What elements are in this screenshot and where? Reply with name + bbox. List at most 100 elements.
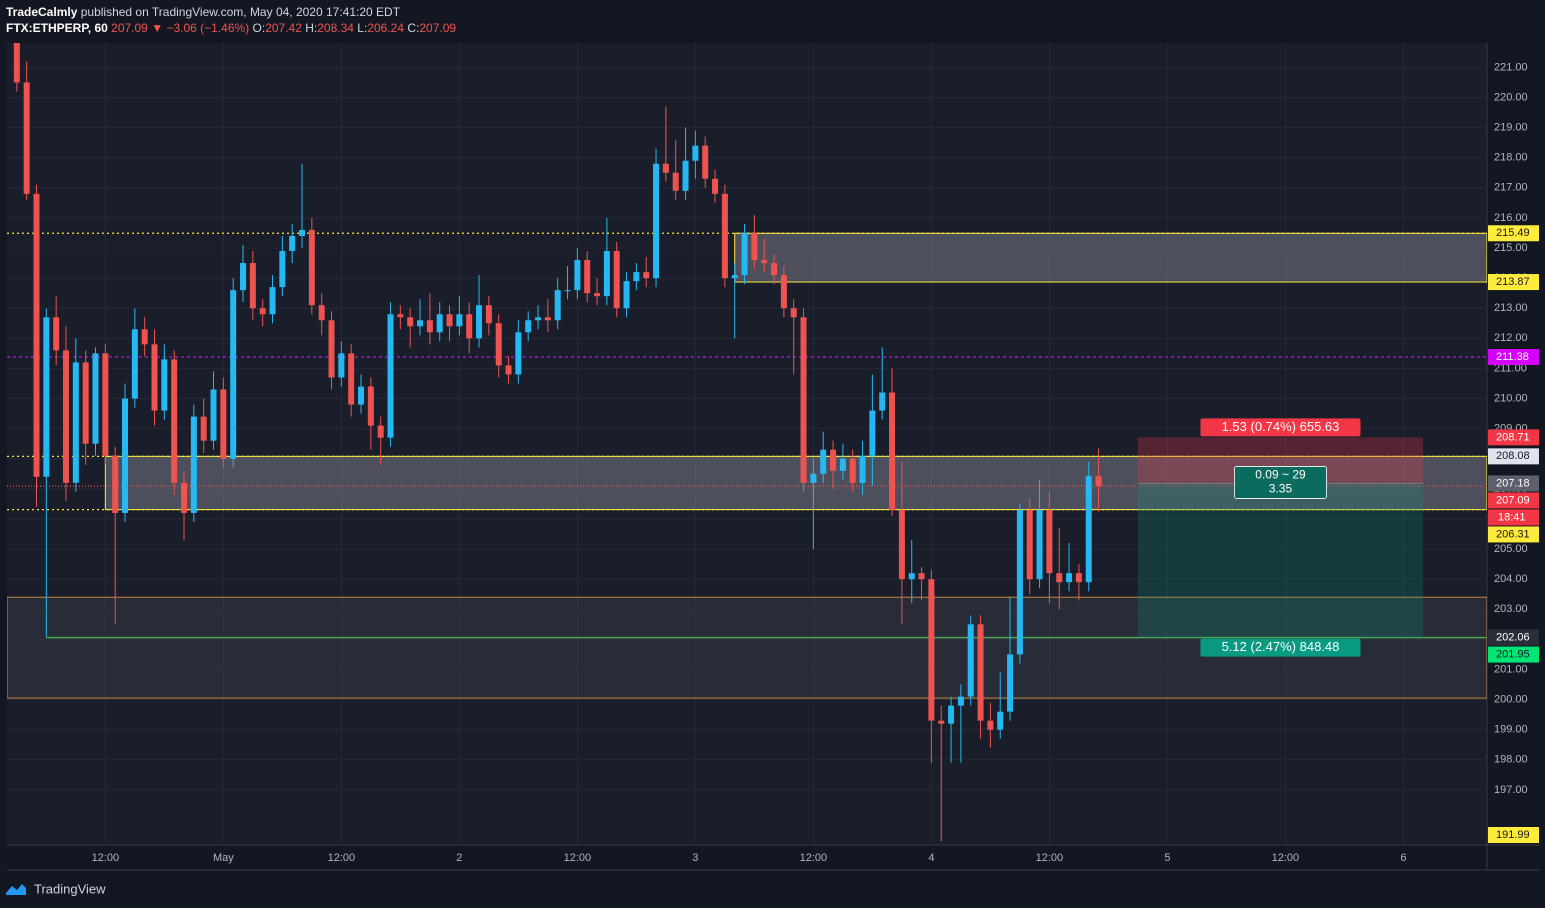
candle <box>751 214 758 270</box>
body <box>948 705 955 724</box>
body <box>544 317 551 321</box>
publish-line: TradeCalmly published on TradingView.com… <box>6 4 456 20</box>
candle <box>1007 597 1014 721</box>
candle <box>839 443 846 480</box>
x-tick-label: 12:00 <box>800 852 828 864</box>
candle <box>1095 448 1102 512</box>
candle <box>515 320 522 384</box>
candle <box>584 251 591 303</box>
body <box>23 82 30 194</box>
body <box>761 260 768 264</box>
candle <box>662 106 669 182</box>
candle <box>928 570 935 763</box>
stop-label: 1.53 (0.74%) 655.63 <box>1222 419 1340 434</box>
body <box>82 362 89 444</box>
price-label: 206.31 <box>1496 528 1530 540</box>
candle <box>712 169 719 203</box>
candle <box>240 245 247 303</box>
body <box>928 579 935 721</box>
price-label-box <box>1488 492 1539 509</box>
price-label: 202.06 <box>1496 631 1530 643</box>
candle <box>289 223 296 264</box>
y-tick-label: 219.00 <box>1494 122 1528 134</box>
candle <box>771 254 778 285</box>
body <box>908 573 915 580</box>
body <box>790 308 797 318</box>
candle <box>485 296 492 336</box>
body <box>476 305 483 339</box>
price-label-box <box>1488 274 1539 291</box>
candle <box>820 431 827 483</box>
y-tick-label: 200.00 <box>1494 693 1528 705</box>
body <box>43 317 50 477</box>
body <box>741 232 748 276</box>
candle <box>53 296 60 366</box>
candle <box>417 299 424 336</box>
candle <box>525 311 532 342</box>
candle <box>259 299 266 327</box>
l-key: L: <box>357 21 368 35</box>
candle <box>603 217 610 306</box>
candle <box>181 470 188 541</box>
body <box>535 317 542 321</box>
brand[interactable]: TradingView <box>34 881 106 896</box>
body <box>780 275 787 309</box>
x-tick-label: 2 <box>456 852 462 864</box>
candle <box>131 308 138 408</box>
y-tick-label: 215.00 <box>1494 242 1528 254</box>
logo-icon[interactable] <box>6 884 26 895</box>
candle <box>230 278 237 468</box>
candle <box>495 314 502 378</box>
body <box>338 353 345 378</box>
body <box>161 359 168 411</box>
body <box>702 145 709 179</box>
candle <box>535 305 542 330</box>
logo[interactable]: TradingView <box>6 881 106 896</box>
body <box>771 263 778 276</box>
candle <box>544 299 551 333</box>
o-key: O: <box>252 21 266 35</box>
body <box>190 416 197 513</box>
price-label: 207.18 <box>1496 477 1530 489</box>
body <box>731 275 738 279</box>
body <box>712 178 719 194</box>
candle <box>23 61 30 200</box>
body <box>63 350 70 483</box>
body <box>407 317 414 327</box>
body <box>53 317 60 351</box>
body <box>623 281 630 309</box>
candle <box>633 263 640 291</box>
candle <box>957 684 964 763</box>
candle <box>879 347 886 420</box>
mid-label: 0.09 ~ 29 <box>1255 468 1306 482</box>
body <box>672 172 679 191</box>
candle <box>1046 491 1053 604</box>
body <box>879 392 886 411</box>
y-tick-label: 218.00 <box>1494 152 1528 164</box>
candle <box>908 540 915 604</box>
body <box>151 344 158 411</box>
body <box>918 573 925 580</box>
body <box>889 392 896 510</box>
y-tick-label: 220.00 <box>1494 91 1528 103</box>
body <box>515 332 522 375</box>
candle <box>869 374 876 486</box>
candle <box>731 263 738 339</box>
candle <box>574 248 581 300</box>
body <box>171 359 178 483</box>
body <box>72 362 79 483</box>
body <box>230 290 237 459</box>
x-tick-label: 12:00 <box>92 852 120 864</box>
x-tick-label: 12:00 <box>328 852 356 864</box>
y-tick-label: 203.00 <box>1494 603 1528 615</box>
author[interactable]: TradeCalmly <box>6 5 78 19</box>
o-val: 207.42 <box>265 21 302 35</box>
body <box>839 458 846 471</box>
price-label: 208.08 <box>1496 450 1530 462</box>
candle <box>741 223 748 285</box>
body <box>898 509 905 580</box>
change: −3.06 (−1.46%) <box>166 21 250 35</box>
body <box>1046 509 1053 574</box>
price-label-box <box>1488 348 1539 365</box>
price-label: 207.09 <box>1496 494 1530 506</box>
